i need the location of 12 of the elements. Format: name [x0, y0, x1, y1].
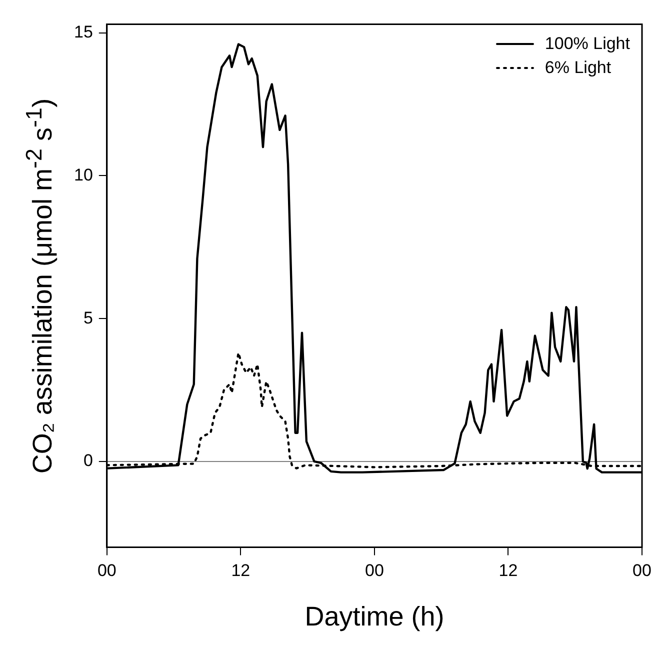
legend-label: 100% Light [544, 34, 630, 54]
y-tick-label: 15 [74, 22, 93, 42]
x-tick-label: 00 [364, 561, 384, 580]
legend-label: 6% Light [544, 58, 612, 78]
y-tick-label: 5 [83, 308, 93, 328]
y-tick-label: 10 [74, 165, 93, 184]
x-axis-title: Daytime (h) [304, 601, 444, 632]
x-tick-label: 12 [498, 561, 518, 580]
x-tick-label: 00 [632, 561, 652, 580]
x-tick-label: 00 [97, 561, 116, 580]
x-tick-label: 12 [231, 561, 250, 580]
y-tick-label: 0 [83, 451, 93, 470]
